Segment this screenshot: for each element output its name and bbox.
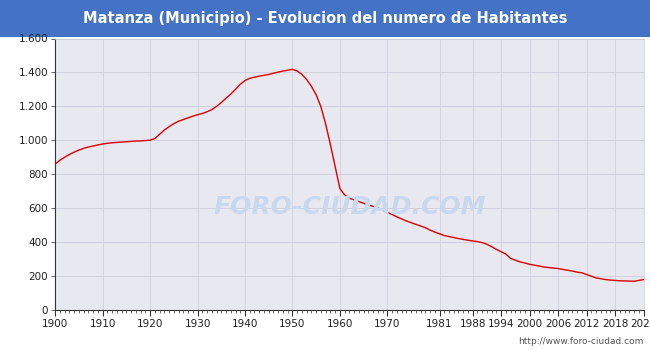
Text: FORO-CIUDAD.COM: FORO-CIUDAD.COM [213,195,486,219]
Text: Matanza (Municipio) - Evolucion del numero de Habitantes: Matanza (Municipio) - Evolucion del nume… [83,11,567,26]
Text: http://www.foro-ciudad.com: http://www.foro-ciudad.com [518,337,644,346]
